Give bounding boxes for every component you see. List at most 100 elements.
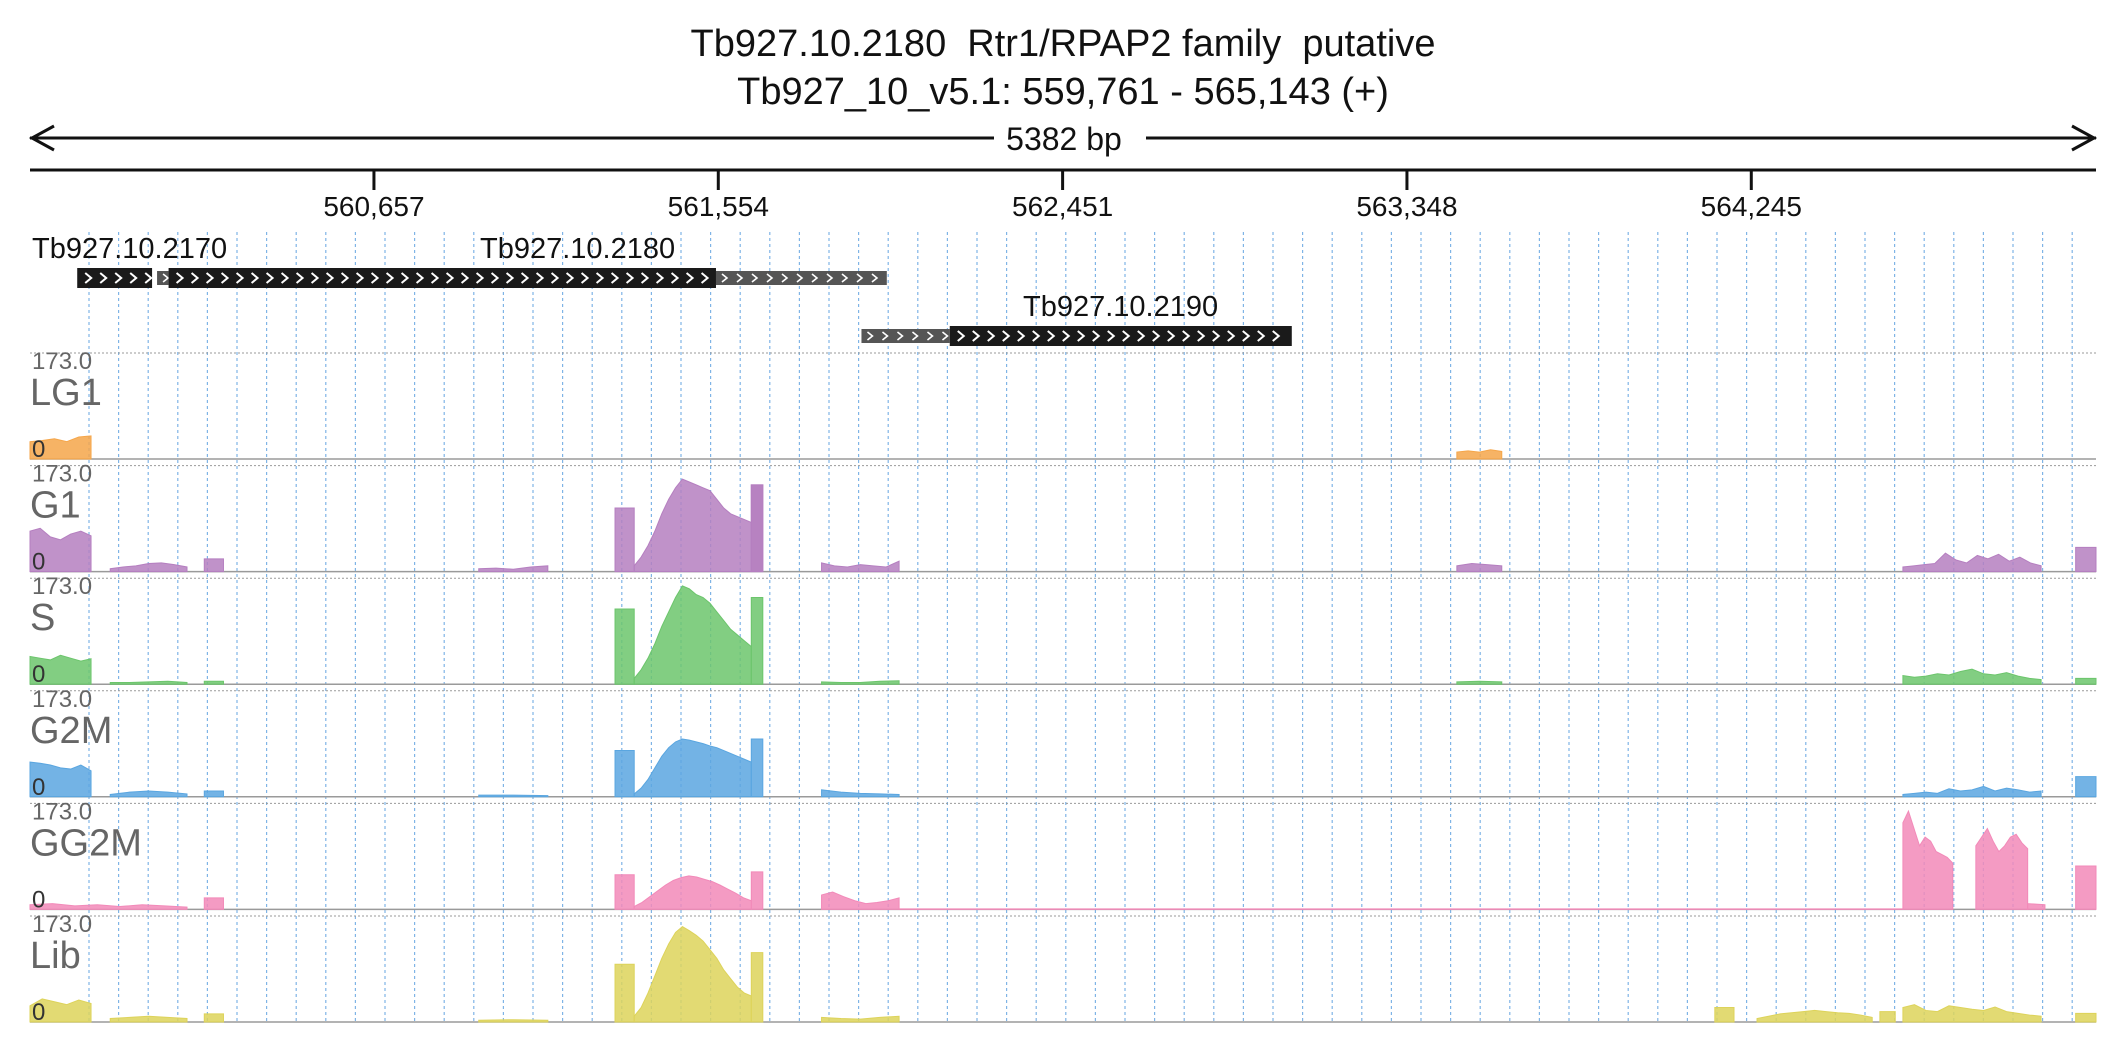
- strand-chevron: [190, 272, 200, 284]
- coverage-area: [821, 1015, 900, 1023]
- coverage-area: [1456, 449, 1503, 460]
- coordinate-ruler: 560,657 561,554 562,451 563,348 564,245: [30, 168, 2096, 222]
- coverage-area: [1902, 785, 2042, 798]
- coverage-area: [633, 738, 752, 798]
- gene-utr: [861, 329, 950, 343]
- strand-chevron: [1227, 330, 1236, 342]
- strand-chevron: [475, 272, 485, 284]
- strand-chevron: [84, 272, 93, 284]
- strand-chevron: [162, 273, 170, 283]
- strand-chevron: [265, 272, 275, 284]
- coverage-area: [203, 680, 224, 685]
- coverage-area: [750, 952, 764, 1023]
- track-name: Lib: [30, 935, 81, 977]
- coverage-area: [1456, 680, 1503, 685]
- strand-chevron: [670, 272, 680, 284]
- coverage-area: [203, 558, 224, 573]
- strand-chevron: [595, 272, 605, 284]
- coverage-area: [29, 435, 92, 460]
- strand-chevron: [781, 273, 789, 283]
- track-name: G1: [30, 485, 81, 527]
- coverage-area: [614, 608, 635, 685]
- coverage-area: [898, 908, 1904, 910]
- strand-chevron: [766, 273, 774, 283]
- ruler-tick-label: 563,348: [1356, 191, 1457, 222]
- strand-chevron: [625, 272, 635, 284]
- track-max-label: 173.0: [32, 461, 92, 488]
- strand-chevron: [505, 272, 515, 284]
- coverage-area: [203, 790, 224, 798]
- strand-chevron: [370, 272, 380, 284]
- coverage-tracks: 173.0LG10173.0G10173.0S0173.0G2M0173.0GG…: [29, 348, 2097, 1026]
- coverage-area: [1975, 827, 2029, 910]
- coverage-area: [1714, 1007, 1735, 1023]
- coverage-area: [109, 790, 188, 798]
- strand-chevron: [796, 273, 804, 283]
- coverage-area: [614, 874, 635, 910]
- strand-chevron: [1197, 330, 1206, 342]
- track-max-label: 173.0: [32, 798, 92, 825]
- ruler-tick-label: 561,554: [668, 191, 769, 222]
- coverage-area: [633, 926, 752, 1023]
- coverage-area: [2075, 546, 2097, 573]
- coverage-area: [109, 1015, 188, 1023]
- track-max-label: 173.0: [32, 573, 92, 600]
- span-label: 5382 bp: [1006, 121, 1122, 157]
- strand-chevron: [610, 272, 620, 284]
- strand-chevron: [972, 330, 981, 342]
- coverage-area: [633, 875, 752, 910]
- strand-chevron: [129, 272, 138, 284]
- strand-chevron: [1167, 330, 1176, 342]
- track-min-label: 0: [32, 549, 45, 576]
- strand-chevron: [911, 331, 919, 341]
- track-min-label: 0: [32, 661, 45, 688]
- coverage-area: [29, 654, 92, 685]
- strand-chevron: [896, 331, 904, 341]
- coverage-area: [614, 963, 635, 1023]
- coverage-area: [29, 761, 92, 798]
- track-name: GG2M: [30, 822, 142, 864]
- track-min-label: 0: [32, 886, 45, 913]
- strand-chevron: [220, 272, 230, 284]
- coverage-area: [2027, 903, 2046, 910]
- strand-chevron: [1107, 330, 1116, 342]
- track-name: LG1: [30, 372, 102, 414]
- strand-chevron: [520, 272, 530, 284]
- strand-chevron: [325, 272, 335, 284]
- gene-Tb927.10.2180[interactable]: [157, 268, 887, 288]
- coverage-area: [2075, 776, 2097, 798]
- coverage-area: [2075, 865, 2097, 910]
- strand-chevron: [1002, 330, 1011, 342]
- track-min-label: 0: [32, 774, 45, 801]
- strand-chevron: [385, 272, 395, 284]
- strand-chevron: [871, 273, 879, 283]
- coverage-area: [109, 562, 188, 573]
- gene-cds: [77, 268, 153, 288]
- track-G1: 173.0G1 0: [29, 461, 2097, 576]
- gene-title: Tb927.10.2180 Rtr1/RPAP2 family putative: [690, 23, 1436, 65]
- gene-Tb927.10.2170[interactable]: [77, 268, 153, 288]
- gene-Tb927.10.2190[interactable]: [861, 326, 1292, 346]
- track-max-label: 173.0: [32, 911, 92, 938]
- gene-label: Tb927.10.2190: [1023, 291, 1218, 323]
- strand-chevron: [235, 272, 245, 284]
- coverage-area: [633, 478, 752, 573]
- gene-track: Tb927.10.2170 Tb927.10.2180 Tb927.10.2190: [32, 233, 1292, 346]
- strand-chevron: [310, 272, 320, 284]
- coverage-area: [750, 738, 764, 798]
- strand-chevron: [1122, 330, 1131, 342]
- strand-chevron: [580, 272, 590, 284]
- coverage-area: [1902, 552, 2042, 573]
- coverage-area: [750, 484, 764, 573]
- track-name: S: [30, 597, 55, 639]
- strand-chevron: [1182, 330, 1191, 342]
- span-arrow: 5382 bp: [28, 121, 2098, 157]
- strand-chevron: [826, 273, 834, 283]
- coverage-area: [203, 1013, 224, 1023]
- strand-chevron: [1047, 330, 1056, 342]
- track-min-label: 0: [32, 436, 45, 463]
- strand-chevron: [1092, 330, 1101, 342]
